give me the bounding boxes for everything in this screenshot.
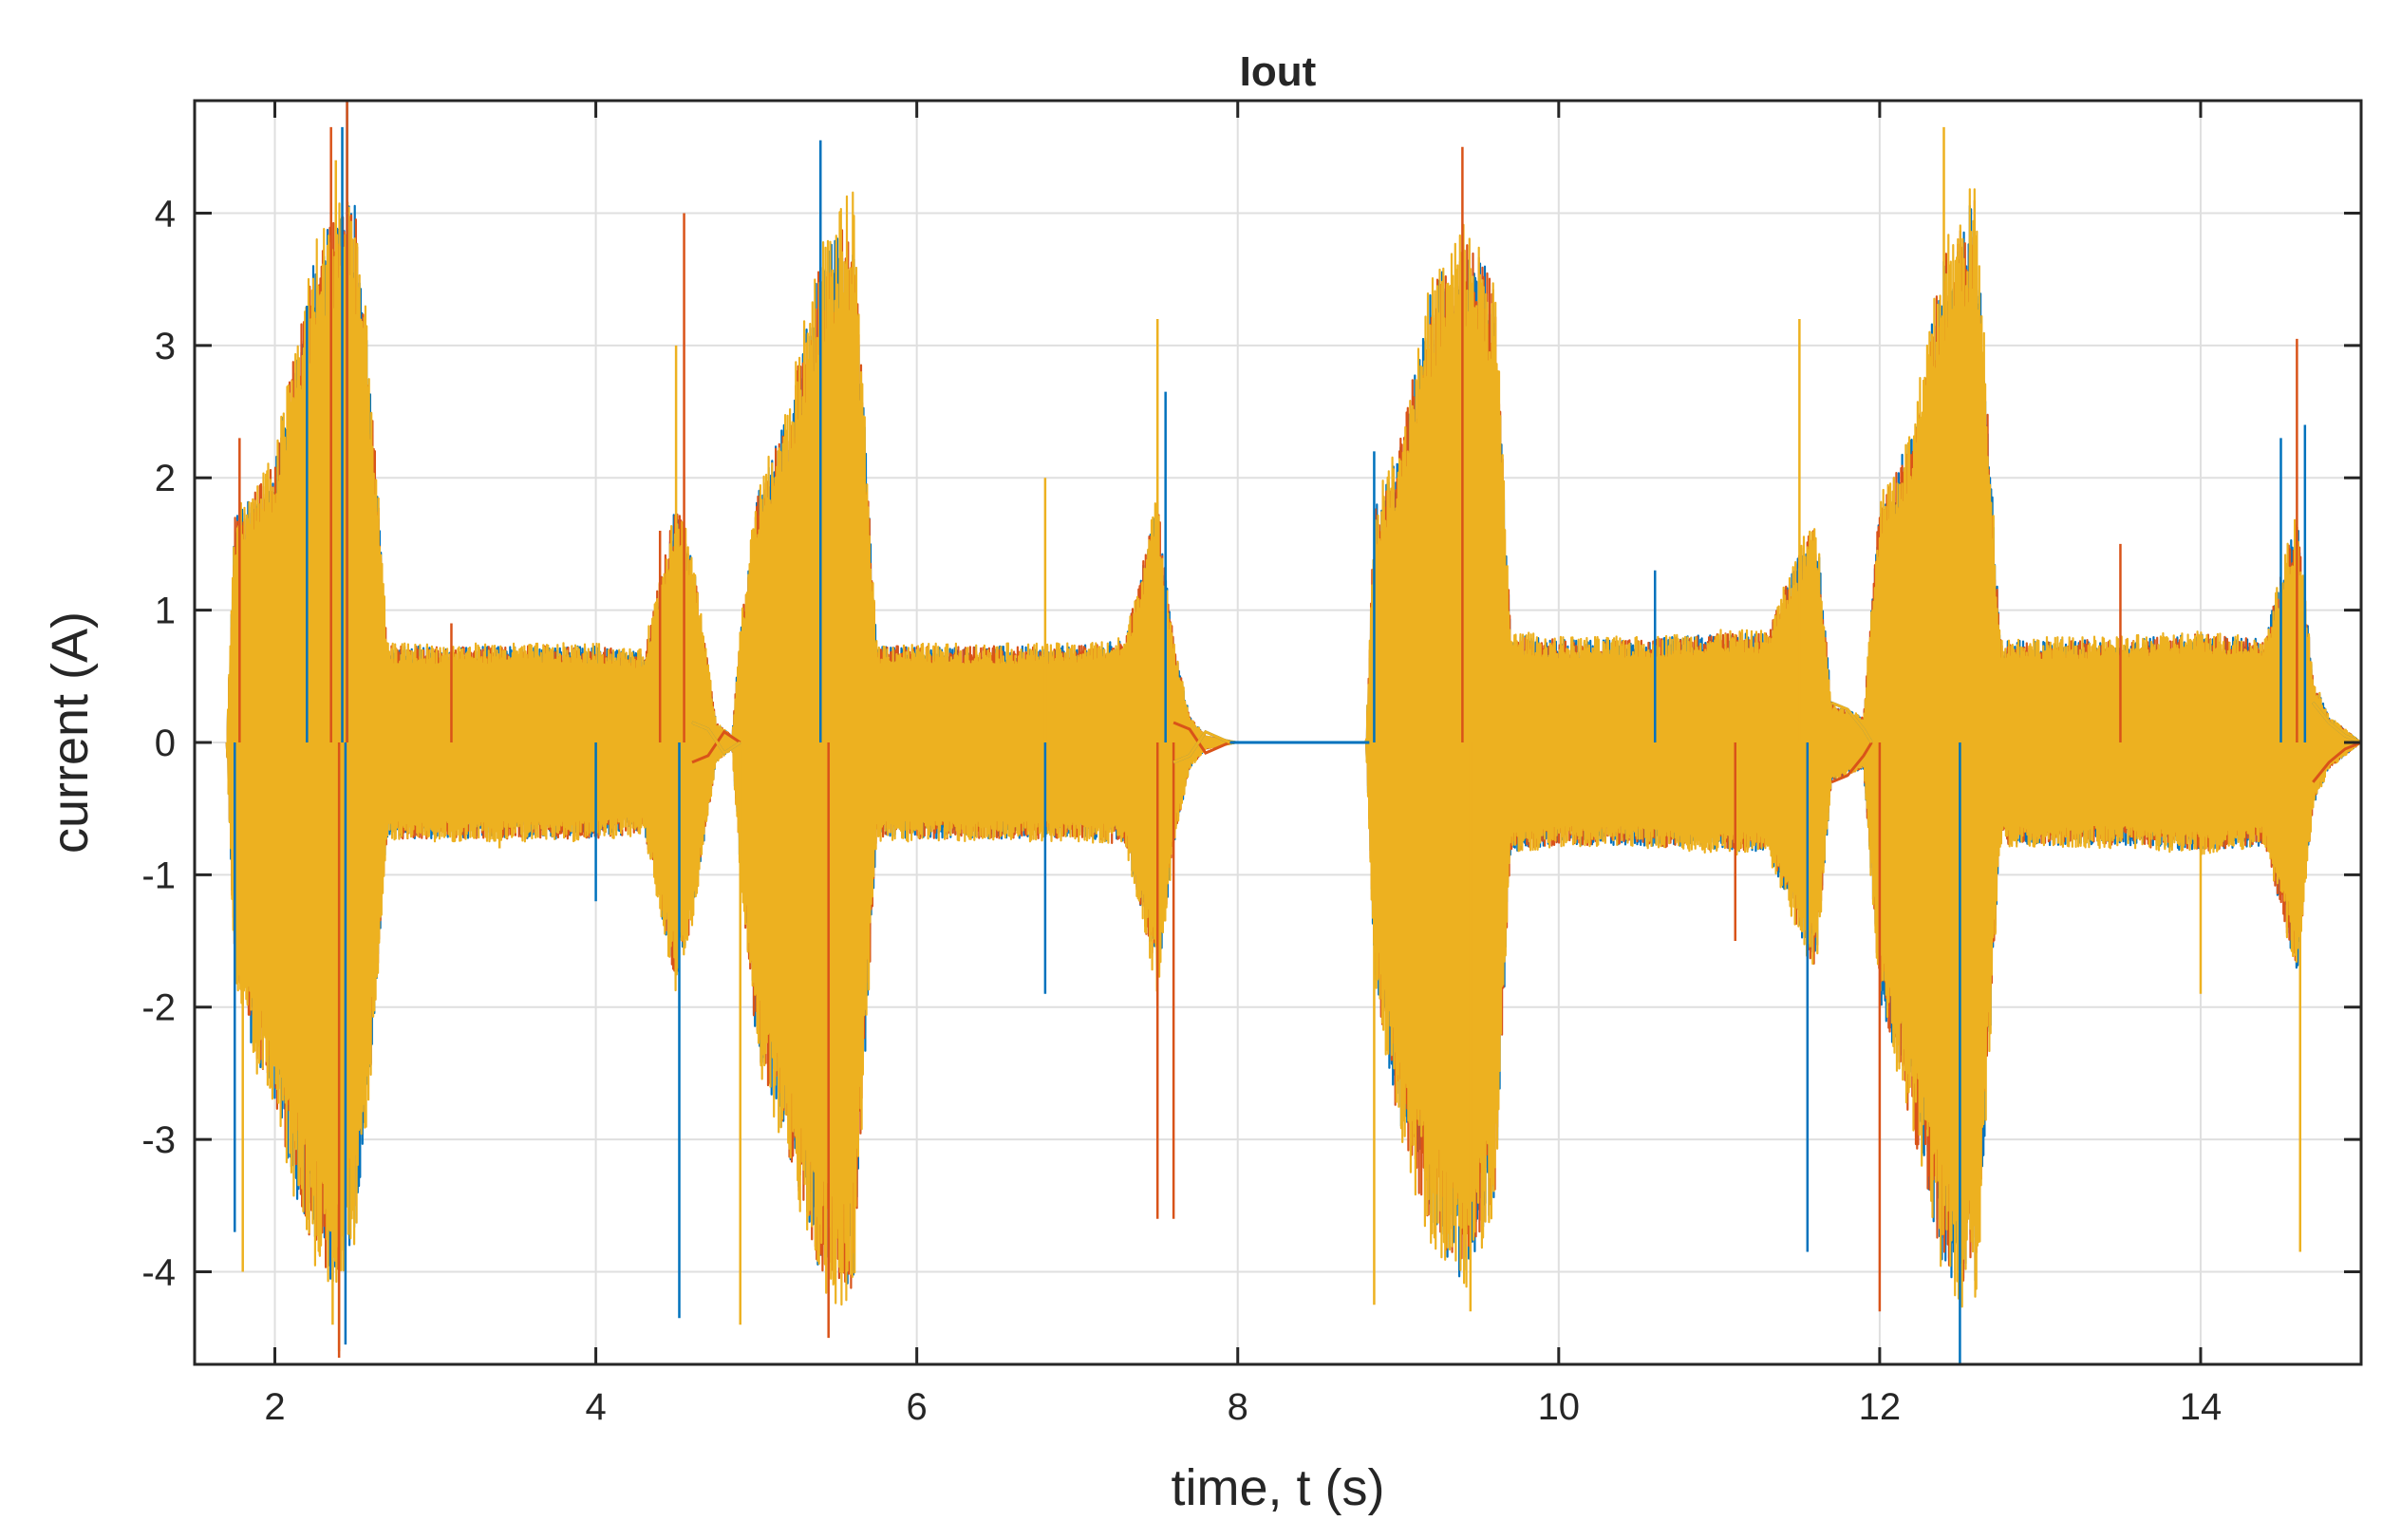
ringing-tail [1172, 721, 1230, 755]
y-tick-label: 2 [155, 458, 176, 499]
x-tick-label: 8 [1228, 1386, 1248, 1428]
x-tick-label: 4 [585, 1386, 606, 1428]
series-layer [225, 101, 2362, 1364]
y-axis-label: current (A) [42, 611, 99, 854]
ringing-tail [1830, 701, 1873, 743]
axes-box [193, 99, 2363, 1366]
chart-title: Iout [1240, 48, 1317, 95]
ringing-tail [691, 729, 741, 764]
y-tick-label: -3 [141, 1119, 176, 1161]
x-tick-label: 2 [264, 1386, 285, 1428]
ringing-tail [691, 721, 741, 756]
y-tick-label: -1 [141, 855, 176, 896]
y-tick-label: -4 [141, 1251, 176, 1293]
x-tick-label: 6 [907, 1386, 928, 1428]
x-tick-label: 12 [1859, 1386, 1902, 1428]
tick-marks [195, 101, 2361, 1364]
ringing-tail [1830, 742, 1873, 784]
x-tick-labels: 2 4 6 8 10 12 14 [264, 1386, 2222, 1428]
x-axis-label: time, t (s) [1172, 1459, 1385, 1516]
ringing-tail [2312, 741, 2362, 783]
y-tick-label: 1 [155, 591, 176, 632]
plot-area [193, 99, 2363, 1366]
y-tick-label: -2 [141, 987, 176, 1029]
ringing-tail [1172, 729, 1230, 764]
x-tick-label: 14 [2180, 1386, 2223, 1428]
y-tick-label: 4 [155, 193, 176, 235]
y-tick-label: 3 [155, 326, 176, 367]
y-tick-labels: -4 -3 -2 -1 0 1 2 3 4 [141, 193, 176, 1293]
x-tick-label: 10 [1538, 1386, 1581, 1428]
ringing-tail [2312, 702, 2362, 744]
y-tick-label: 0 [155, 723, 176, 764]
